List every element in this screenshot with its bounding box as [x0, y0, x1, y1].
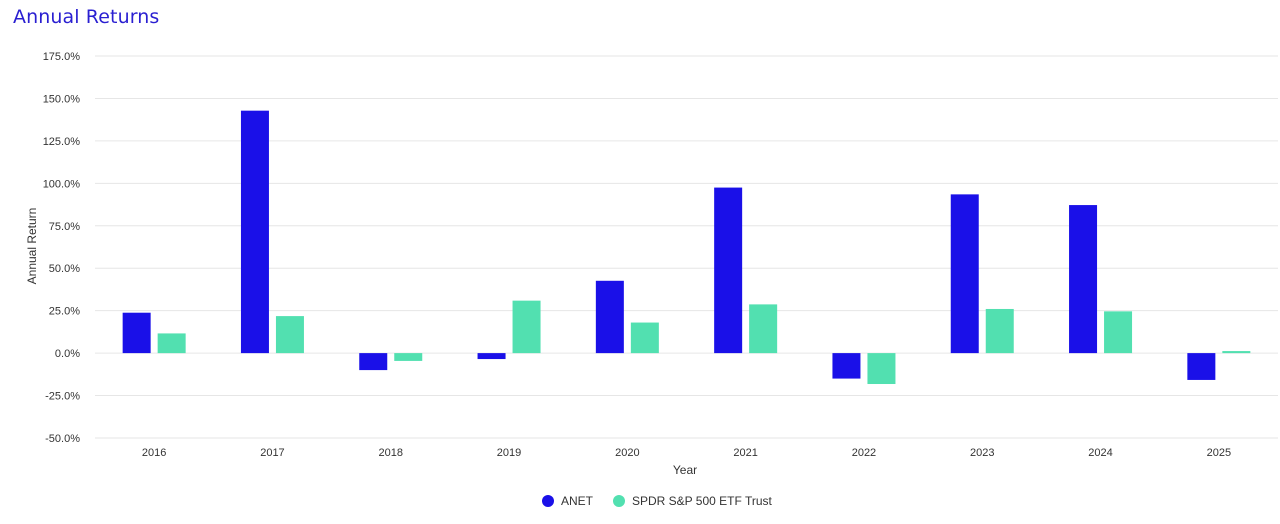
bar-anet-2020[interactable] — [595, 280, 624, 354]
legend-item-spy[interactable]: SPDR S&P 500 ETF Trust — [613, 494, 772, 508]
bar-anet-2024[interactable] — [1069, 205, 1098, 354]
x-tick-label: 2025 — [1207, 447, 1231, 459]
bar-spy-2018[interactable] — [394, 353, 423, 361]
bar-anet-2022[interactable] — [832, 353, 861, 379]
bar-spy-2016[interactable] — [157, 333, 186, 354]
y-axis-title: Annual Return — [25, 208, 39, 285]
y-tick-label: 25.0% — [49, 306, 80, 318]
y-tick-label: -50.0% — [45, 433, 80, 445]
y-axis-ticks: -50.0% -25.0% 0.0% 25.0% 50.0% 75.0% 100.0% 125… — [43, 51, 81, 445]
legend-swatch — [613, 495, 625, 507]
legend: ANET SPDR S&P 500 ETF Trust — [542, 494, 772, 508]
x-tick-label: 2017 — [260, 447, 284, 459]
bar-anet-2025[interactable] — [1187, 353, 1216, 380]
bar-spy-2020[interactable] — [630, 322, 659, 354]
y-tick-label: 100.0% — [43, 178, 81, 190]
bar-spy-2025[interactable] — [1222, 351, 1251, 354]
bar-anet-2023[interactable] — [950, 194, 979, 354]
legend-label: ANET — [561, 494, 594, 508]
x-tick-label: 2020 — [615, 447, 639, 459]
y-tick-label: 50.0% — [49, 263, 80, 275]
x-tick-label: 2018 — [379, 447, 403, 459]
y-tick-label: 175.0% — [43, 51, 81, 63]
bar-anet-2017[interactable] — [240, 110, 269, 354]
bar-spy-2021[interactable] — [749, 304, 778, 354]
bar-anet-2021[interactable] — [714, 187, 743, 354]
chart-title: Annual Returns — [13, 6, 160, 28]
y-tick-label: -25.0% — [45, 391, 80, 403]
x-tick-label: 2024 — [1088, 447, 1112, 459]
y-tick-label: 150.0% — [43, 93, 81, 105]
gridlines — [95, 55, 1278, 439]
bar-anet-2016[interactable] — [122, 312, 151, 354]
bar-spy-2022[interactable] — [867, 353, 896, 385]
x-axis-title: Year — [673, 463, 697, 477]
y-tick-label: 75.0% — [49, 221, 80, 233]
bar-spy-2024[interactable] — [1104, 311, 1133, 354]
bar-spy-2023[interactable] — [985, 308, 1014, 354]
bars — [122, 110, 1251, 385]
bar-anet-2019[interactable] — [477, 353, 506, 360]
y-tick-label: 125.0% — [43, 136, 81, 148]
x-tick-label: 2023 — [970, 447, 994, 459]
y-tick-label: 0.0% — [55, 348, 80, 360]
x-axis-ticks: 2016 2017 2018 2019 2020 2021 2022 2023 2024 2025 — [142, 447, 1231, 459]
x-tick-label: 2021 — [733, 447, 757, 459]
bar-spy-2017[interactable] — [275, 316, 304, 354]
x-tick-label: 2022 — [852, 447, 876, 459]
x-tick-label: 2016 — [142, 447, 166, 459]
x-tick-label: 2019 — [497, 447, 521, 459]
bar-spy-2019[interactable] — [512, 300, 541, 354]
legend-label: SPDR S&P 500 ETF Trust — [632, 494, 772, 508]
legend-item-anet[interactable]: ANET — [542, 494, 594, 508]
bar-anet-2018[interactable] — [359, 353, 388, 371]
legend-swatch — [542, 495, 554, 507]
